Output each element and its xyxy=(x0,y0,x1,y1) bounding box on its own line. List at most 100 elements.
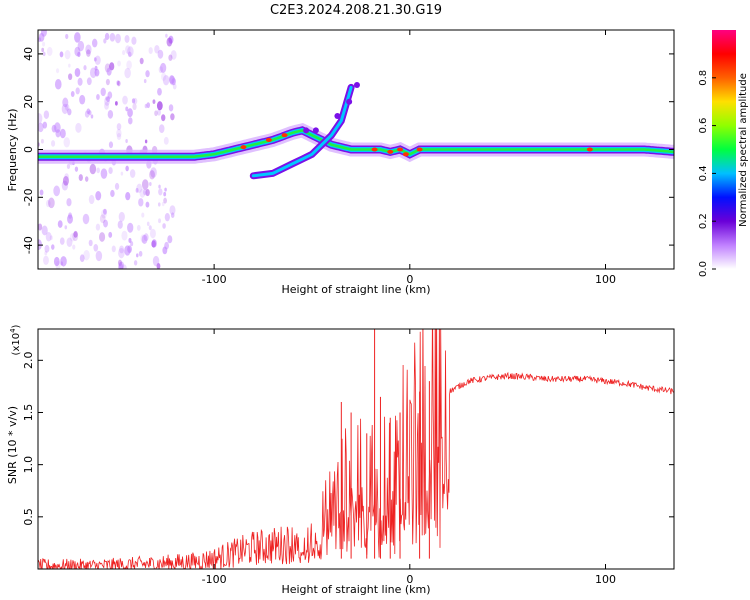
spectrogram-scatter-point xyxy=(94,65,98,71)
spectrogram-scatter-point xyxy=(161,114,166,122)
spectrogram-scatter-point xyxy=(42,41,46,47)
spectrogram-scatter-point xyxy=(91,38,98,48)
spectrogram-blob xyxy=(353,81,360,88)
spectrogram-scatter-point xyxy=(51,244,55,250)
spectrogram-hotspot xyxy=(397,147,404,152)
spectrogram-scatter-point xyxy=(88,194,95,205)
spectrogram-scatter-point xyxy=(117,220,123,229)
spectrogram-scatter-point xyxy=(44,251,48,256)
spectrogram-scatter-point xyxy=(141,234,148,244)
spectrogram-hotspot xyxy=(387,149,394,154)
spectrogram-scatter-point xyxy=(106,67,112,76)
spectrogram-scatter-point xyxy=(104,32,110,41)
spectrogram-scatter-point xyxy=(62,97,69,108)
spectrogram-scatter-point xyxy=(146,102,151,109)
spectrogram-scatter-point xyxy=(158,66,163,74)
spectrogram-scatter-point xyxy=(75,122,82,133)
spectrogram-scatter-point xyxy=(46,46,53,56)
spectrogram-scatter-point xyxy=(63,137,70,148)
spectrogram-scatter-point xyxy=(129,169,136,178)
spectrogram-scatter-point xyxy=(122,49,126,56)
spectrogram-scatter-point xyxy=(86,49,91,57)
spectrogram-x-tick-label: 0 xyxy=(406,273,413,286)
spectrogram-scatter-point xyxy=(158,218,162,224)
spectrogram-scatter-point xyxy=(42,51,46,57)
spectrogram-scatter-point xyxy=(95,191,102,201)
spectrogram-y-tick-label: 20 xyxy=(22,95,35,109)
spectrogram-scatter-point xyxy=(121,230,128,241)
spectrogram-scatter-point xyxy=(116,132,122,141)
spectrogram-scatter-point xyxy=(125,192,131,201)
spectrogram-scatter-point xyxy=(99,232,106,242)
spectrogram-scatter-point xyxy=(131,36,137,45)
spectrogram-scatter-point xyxy=(86,108,91,115)
spectrogram-scatter-point xyxy=(125,165,129,172)
spectrogram-scatter-point xyxy=(40,138,44,144)
spectrogram-scatter-point xyxy=(82,213,90,225)
snr-y-tick-label: 1.5 xyxy=(22,404,35,422)
spectrogram-scatter-point xyxy=(168,35,174,44)
spectrogram-scatter-point xyxy=(168,54,173,61)
spectrogram-scatter-point xyxy=(114,101,118,106)
spectrogram-scatter-point xyxy=(172,83,177,90)
spectrogram-scatter-point xyxy=(106,96,110,103)
spectrogram-scatter-point xyxy=(161,72,167,81)
spectrogram-scatter-point xyxy=(141,212,145,218)
spectrogram-scatter-point xyxy=(168,36,174,45)
spectrogram-scatter-point xyxy=(53,256,60,267)
spectrogram-scatter-point xyxy=(154,44,160,54)
spectrogram-scatter-point xyxy=(90,114,94,119)
spectrogram-scatter-point xyxy=(108,141,114,149)
spectrogram-scatter-point xyxy=(115,33,121,44)
spectrogram-scatter-point xyxy=(61,103,69,115)
spectrogram-scatter-point xyxy=(74,166,79,172)
spectrogram-scatter-point xyxy=(133,260,138,266)
spectrogram-scatter-point xyxy=(157,109,161,116)
snr-x-tick-label: 0 xyxy=(406,573,413,586)
spectrogram-scatter-point xyxy=(48,197,55,209)
spectrogram-scatter-point xyxy=(93,57,97,62)
spectrogram-scatter-point xyxy=(126,60,132,70)
spectrogram-scatter-point xyxy=(73,230,78,238)
spectrogram-scatter-point xyxy=(136,224,141,231)
spectrogram-scatter-point xyxy=(158,124,165,134)
spectrogram-scatter-point xyxy=(41,225,48,236)
spectrogram-scatter-point xyxy=(77,40,85,52)
spectrogram-scatter-point xyxy=(156,101,163,111)
spectrogram-scatter-point xyxy=(96,167,100,174)
spectrogram-scatter-point xyxy=(158,188,163,196)
spectrogram-scatter-point xyxy=(74,67,81,77)
spectrogram-scatter-point xyxy=(85,44,92,55)
spectrogram-scatter-point xyxy=(163,136,169,145)
spectrogram-scatter-point xyxy=(45,232,52,242)
spectrogram-scatter-point xyxy=(38,223,43,231)
spectrogram-scatter-point xyxy=(41,47,45,53)
snr-chart: -100 0 100 0.5 1.0 1.5 2.0 Height of straight … xyxy=(6,324,675,596)
spectrogram-scatter-point xyxy=(83,65,87,71)
spectrogram-scatter-point xyxy=(65,33,69,40)
spectrogram-scatter-point xyxy=(61,180,69,191)
snr-x-tick-label: -100 xyxy=(202,573,227,586)
spectrogram-scatter-point xyxy=(145,201,150,208)
spectrogram-scatter-point xyxy=(164,187,167,192)
spectrogram-scatter-point xyxy=(170,212,175,219)
spectrogram-scatter-point xyxy=(164,212,170,222)
spectrogram-scatter-point xyxy=(77,77,83,86)
spectrogram-scatter-point xyxy=(139,57,144,65)
spectrogram-scatter-point xyxy=(127,46,134,57)
spectrogram-scatter-point xyxy=(83,249,90,261)
spectrogram-scatter-point xyxy=(75,87,80,95)
spectrogram-scatter-point xyxy=(161,201,165,207)
spectrogram-scatter-point xyxy=(94,68,100,77)
spectrogram-scatter-point xyxy=(51,140,56,147)
spectrogram-hotspot xyxy=(586,147,593,152)
spectrogram-scatter-point xyxy=(89,67,97,79)
colorbar: 0.0 0.2 0.4 0.6 0.8 Normalized spectral ampl… xyxy=(698,30,749,277)
snr-y-multiplier: (x104) xyxy=(9,324,22,355)
spectrogram-scatter-point xyxy=(66,163,71,169)
spectrogram-band-core xyxy=(38,129,674,158)
spectrogram-x-label: Height of straight line (km) xyxy=(281,283,430,296)
spectrogram-scatter-point xyxy=(104,102,109,110)
spectrogram-scatter-point xyxy=(163,191,167,197)
